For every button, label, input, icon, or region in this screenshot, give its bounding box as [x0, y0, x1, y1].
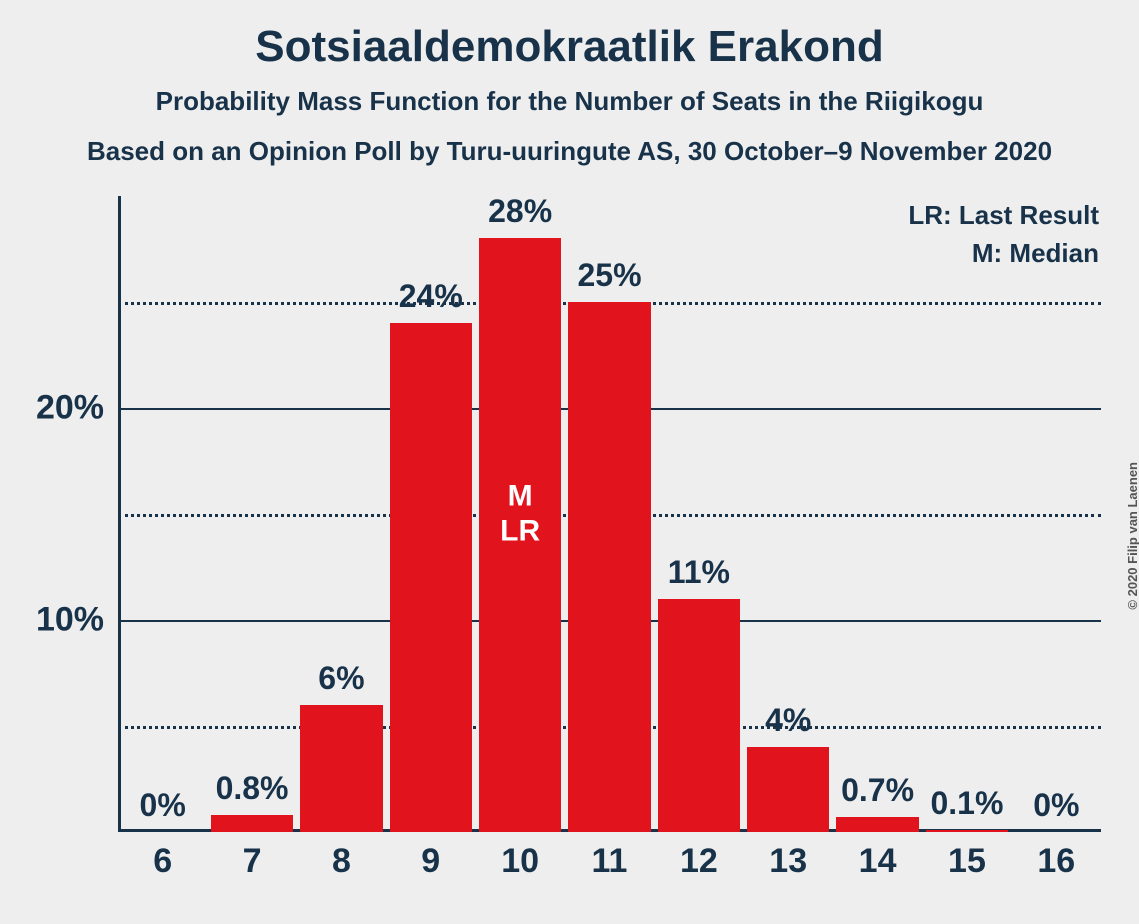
bar-value-label: 25%	[577, 257, 641, 294]
bar-value-label: 6%	[318, 660, 364, 697]
x-tick-label: 11	[592, 832, 628, 881]
plot-area: 10%20%60%70.8%86%924%1028%1125%1211%134%…	[118, 196, 1101, 832]
bar-value-label: 28%	[488, 193, 552, 230]
bar-value-label: 11%	[668, 554, 730, 591]
bar-value-label: 4%	[765, 702, 811, 739]
x-tick-label: 15	[948, 832, 986, 881]
x-tick-label: 6	[153, 832, 172, 881]
bar-value-label: 0.7%	[841, 772, 914, 809]
y-tick-label: 20%	[36, 389, 118, 428]
chart-subtitle-1: Probability Mass Function for the Number…	[0, 86, 1139, 117]
bar	[658, 599, 740, 832]
bar-value-label: 0.8%	[216, 770, 289, 807]
chart-subtitle-2: Based on an Opinion Poll by Turu-uuringu…	[0, 136, 1139, 167]
bar-value-label: 0%	[1033, 787, 1079, 824]
copyright-text: © 2020 Filip van Laenen	[1126, 462, 1139, 610]
x-tick-label: 7	[243, 832, 262, 881]
bar	[568, 302, 650, 832]
x-tick-label: 9	[421, 832, 440, 881]
x-tick-label: 14	[859, 832, 897, 881]
bar	[747, 747, 829, 832]
bar-value-label: 0%	[140, 787, 186, 824]
x-tick-label: 16	[1037, 832, 1075, 881]
bar-value-label: 24%	[399, 278, 463, 315]
x-tick-label: 13	[769, 832, 807, 881]
chart-title: Sotsiaaldemokraatlik Erakond	[0, 22, 1139, 72]
x-tick-label: 8	[332, 832, 351, 881]
pmf-chart: Sotsiaaldemokraatlik Erakond Probability…	[0, 0, 1139, 924]
y-tick-label: 10%	[36, 601, 118, 640]
median-lr-annotation: MLR	[500, 480, 540, 549]
bar	[390, 323, 472, 832]
x-tick-label: 10	[501, 832, 539, 881]
bar	[211, 815, 293, 832]
x-tick-label: 12	[680, 832, 718, 881]
bar	[300, 705, 382, 832]
bar-value-label: 0.1%	[930, 785, 1003, 822]
bar	[836, 817, 918, 832]
